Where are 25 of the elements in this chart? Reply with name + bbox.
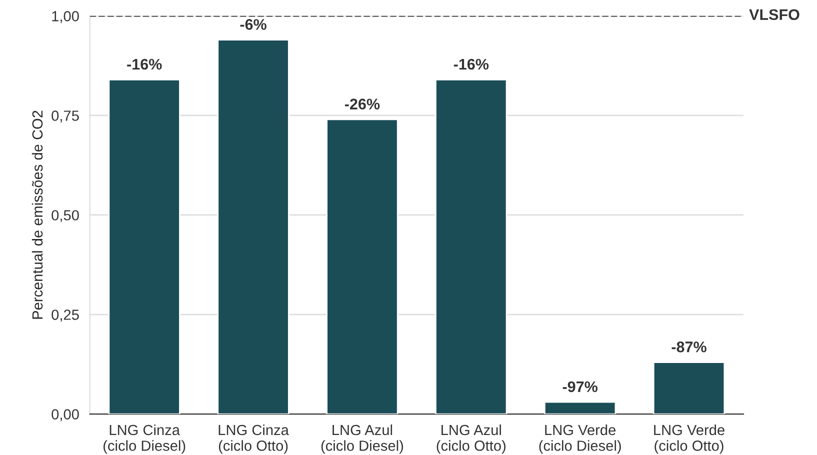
bar xyxy=(544,401,616,414)
bar xyxy=(435,78,508,414)
x-tick-label: LNG Azul (ciclo Diesel) xyxy=(321,424,404,454)
bar xyxy=(217,39,290,414)
y-tick-label: 1,00 xyxy=(52,11,79,24)
y-tick-label: 0,25 xyxy=(52,310,79,322)
annotation: -16% xyxy=(454,58,489,70)
annotation: -87% xyxy=(672,342,706,352)
y-tick-label: 0,00 xyxy=(52,409,79,422)
annotation: -6% xyxy=(240,19,266,30)
x-tick-label: LNG Verde (ciclo Otto) xyxy=(654,424,724,454)
annotation: -16% xyxy=(127,58,162,70)
x-tick-label: LNG Cinza (ciclo Diesel) xyxy=(104,424,186,454)
annotation: -97% xyxy=(562,381,598,392)
x-tick-label: LNG Cinza (ciclo Otto) xyxy=(218,424,289,454)
y-tick-label: 0,50 xyxy=(52,210,79,222)
bar xyxy=(108,78,180,414)
x-tick-label: LNG Azul (ciclo Otto) xyxy=(436,424,506,454)
annotation: -26% xyxy=(344,98,380,110)
x-tick-label: LNG Verde (ciclo Diesel) xyxy=(539,424,621,454)
y-axis-title: Percentual de emissões de CO2 xyxy=(32,110,43,319)
bar xyxy=(326,118,398,414)
ref-line-label: VLSFO xyxy=(749,9,800,20)
bar xyxy=(652,362,726,414)
y-tick-label: 0,75 xyxy=(52,110,79,123)
